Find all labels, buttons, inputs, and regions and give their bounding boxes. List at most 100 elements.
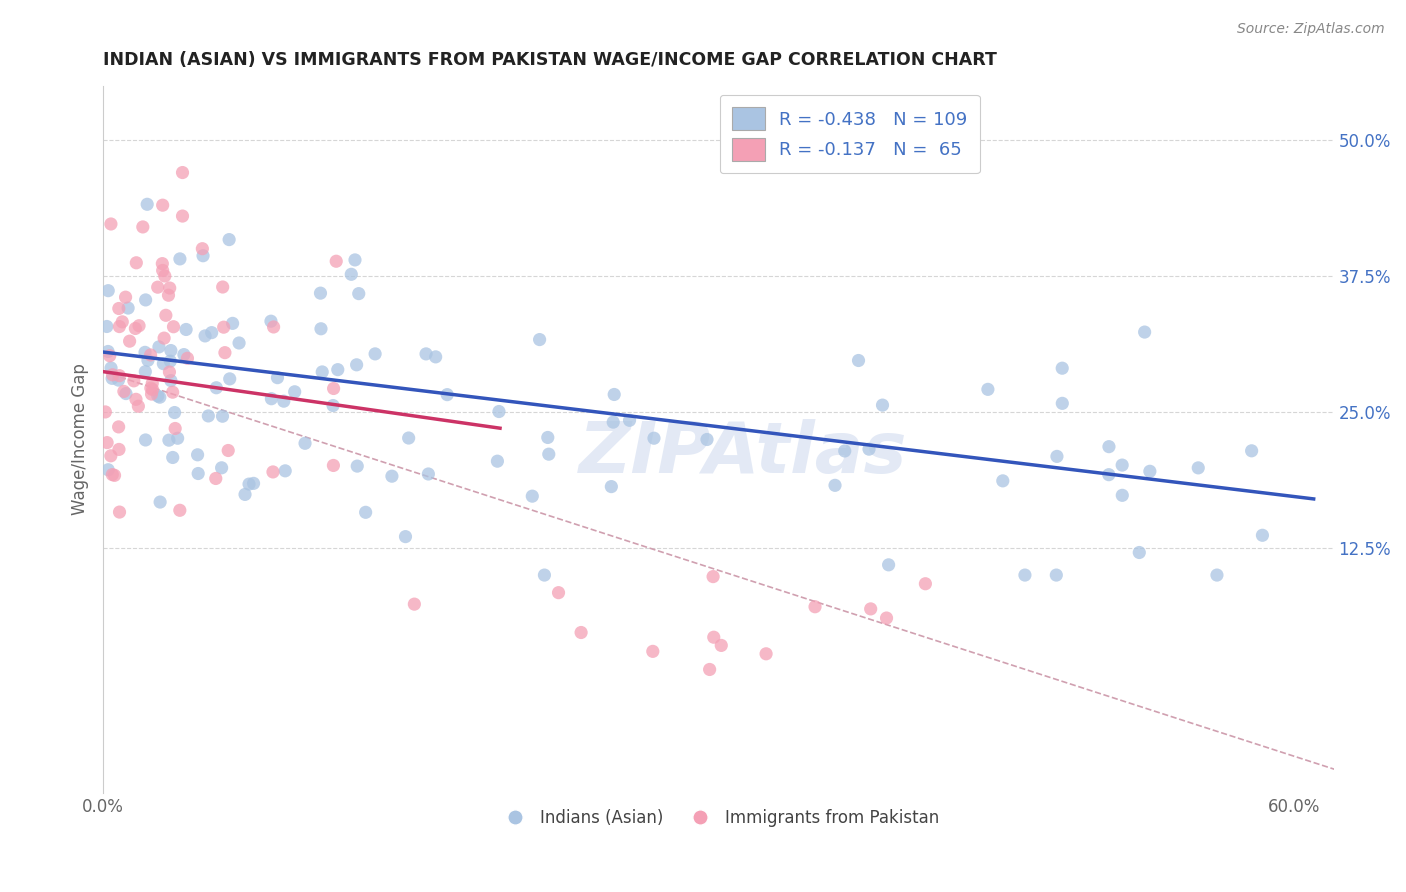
Point <box>309 322 332 336</box>
Point <box>135 433 157 447</box>
Point <box>173 348 195 362</box>
Point <box>157 433 180 447</box>
Point <box>169 503 191 517</box>
Point <box>404 597 426 611</box>
Point <box>1206 568 1229 582</box>
Text: INDIAN (ASIAN) VS IMMIGRANTS FROM PAKISTAN WAGE/INCOME GAP CORRELATION CHART: INDIAN (ASIAN) VS IMMIGRANTS FROM PAKIST… <box>103 51 997 69</box>
Point <box>1251 528 1274 542</box>
Point <box>118 334 141 348</box>
Text: ZIPAtlas: ZIPAtlas <box>579 418 907 488</box>
Point <box>824 478 846 492</box>
Point <box>1052 396 1074 410</box>
Point <box>201 326 224 340</box>
Point <box>294 436 316 450</box>
Point <box>804 599 827 614</box>
Point <box>128 318 150 333</box>
Y-axis label: Wage/Income Gap: Wage/Income Gap <box>72 363 89 515</box>
Point <box>172 209 194 223</box>
Point <box>211 409 233 424</box>
Point <box>197 409 219 423</box>
Point <box>136 353 159 368</box>
Point <box>1111 458 1133 472</box>
Point <box>702 569 724 583</box>
Point <box>124 321 146 335</box>
Point <box>877 558 900 572</box>
Point <box>381 469 404 483</box>
Point <box>394 530 416 544</box>
Point <box>211 460 233 475</box>
Point <box>191 249 214 263</box>
Point <box>217 443 239 458</box>
Point <box>425 350 447 364</box>
Point <box>122 374 145 388</box>
Point <box>101 371 124 385</box>
Point <box>212 320 235 334</box>
Point <box>322 458 344 473</box>
Point <box>1098 467 1121 482</box>
Point <box>529 333 551 347</box>
Point <box>134 365 156 379</box>
Point <box>194 329 217 343</box>
Point <box>142 383 165 397</box>
Point <box>149 495 172 509</box>
Point <box>415 347 437 361</box>
Point <box>204 471 226 485</box>
Point <box>218 233 240 247</box>
Point <box>103 468 125 483</box>
Point <box>172 165 194 179</box>
Point <box>533 568 555 582</box>
Point <box>346 358 368 372</box>
Point <box>108 505 131 519</box>
Point <box>100 217 122 231</box>
Point <box>97 344 120 359</box>
Point <box>107 420 129 434</box>
Point <box>755 647 778 661</box>
Point <box>96 435 118 450</box>
Point <box>260 314 283 328</box>
Point <box>139 381 162 395</box>
Point <box>155 308 177 322</box>
Point <box>1111 488 1133 502</box>
Point <box>187 448 209 462</box>
Point <box>696 433 718 447</box>
Point <box>159 354 181 368</box>
Point <box>273 394 295 409</box>
Point <box>218 372 240 386</box>
Point <box>191 242 214 256</box>
Point <box>162 385 184 400</box>
Point <box>1128 545 1150 559</box>
Point <box>266 370 288 384</box>
Point <box>340 268 363 282</box>
Point <box>152 263 174 277</box>
Point <box>346 459 368 474</box>
Point <box>108 368 131 383</box>
Legend: Indians (Asian), Immigrants from Pakistan: Indians (Asian), Immigrants from Pakista… <box>491 803 945 834</box>
Point <box>141 387 163 401</box>
Point <box>176 351 198 366</box>
Point <box>149 390 172 404</box>
Point <box>187 467 209 481</box>
Point <box>238 477 260 491</box>
Point <box>309 286 332 301</box>
Point <box>364 347 387 361</box>
Point <box>101 368 124 382</box>
Point <box>221 317 243 331</box>
Point <box>398 431 420 445</box>
Point <box>569 625 592 640</box>
Point <box>436 387 458 401</box>
Point <box>699 663 721 677</box>
Point <box>97 463 120 477</box>
Point <box>1240 443 1263 458</box>
Point <box>169 252 191 266</box>
Point <box>703 630 725 644</box>
Point <box>117 301 139 315</box>
Point <box>132 219 155 234</box>
Point <box>537 447 560 461</box>
Point <box>96 319 118 334</box>
Point <box>1133 325 1156 339</box>
Point <box>233 487 256 501</box>
Point <box>100 361 122 376</box>
Point <box>858 442 880 457</box>
Point <box>537 430 560 444</box>
Point <box>872 398 894 412</box>
